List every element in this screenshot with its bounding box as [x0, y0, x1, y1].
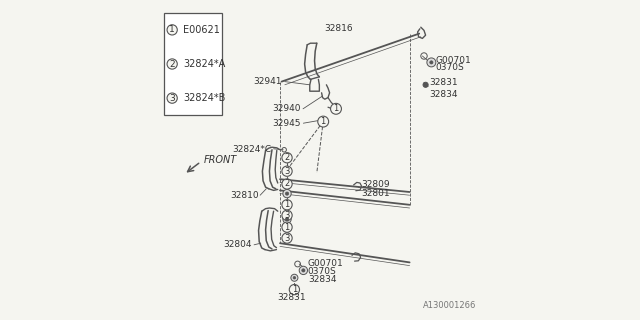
Text: 1: 1 [284, 223, 290, 232]
Text: 32810: 32810 [230, 191, 259, 200]
Circle shape [302, 269, 305, 272]
Circle shape [430, 61, 433, 64]
Circle shape [423, 82, 428, 87]
Circle shape [282, 233, 292, 243]
Text: 3: 3 [284, 211, 290, 220]
Text: G00701: G00701 [308, 260, 344, 268]
Circle shape [282, 166, 292, 176]
Text: 3: 3 [284, 234, 290, 243]
Text: 32834: 32834 [308, 275, 337, 284]
Circle shape [283, 189, 291, 198]
Text: 32824*B: 32824*B [183, 93, 225, 103]
Circle shape [167, 59, 177, 69]
Text: 32831: 32831 [429, 78, 458, 87]
Circle shape [330, 103, 342, 114]
Circle shape [282, 179, 292, 189]
Circle shape [283, 215, 291, 223]
Text: 32824*C: 32824*C [232, 145, 271, 154]
Circle shape [285, 218, 289, 221]
Text: 1: 1 [170, 25, 175, 34]
Circle shape [291, 274, 298, 281]
Circle shape [293, 276, 296, 279]
Text: 0370S: 0370S [436, 63, 465, 72]
Text: 32940: 32940 [272, 104, 301, 113]
Text: 1: 1 [321, 117, 326, 126]
Text: 32945: 32945 [272, 119, 301, 128]
Text: 32809: 32809 [362, 180, 390, 189]
Circle shape [282, 200, 292, 210]
Text: 32831: 32831 [278, 293, 306, 302]
Circle shape [300, 266, 308, 275]
Text: A130001266: A130001266 [423, 301, 476, 310]
Text: 1: 1 [333, 104, 339, 113]
Circle shape [289, 284, 300, 295]
Text: 32801: 32801 [362, 189, 390, 198]
Text: 32834: 32834 [429, 90, 458, 99]
Circle shape [167, 93, 177, 103]
Circle shape [317, 116, 329, 127]
Text: 1: 1 [292, 285, 297, 294]
Bar [164, 13, 223, 115]
Circle shape [282, 153, 292, 163]
Text: 0370S: 0370S [308, 267, 337, 276]
Circle shape [285, 192, 289, 195]
Text: 32824*A: 32824*A [183, 59, 225, 69]
Text: 32804: 32804 [223, 240, 252, 249]
Text: 3: 3 [284, 167, 290, 176]
Text: 2: 2 [284, 153, 290, 162]
Text: 2: 2 [284, 180, 290, 188]
Text: 1: 1 [284, 200, 290, 209]
Text: G00701: G00701 [436, 56, 472, 65]
Circle shape [282, 222, 292, 232]
Circle shape [427, 58, 436, 67]
Text: 3: 3 [170, 94, 175, 103]
Circle shape [167, 25, 177, 35]
Text: 2: 2 [170, 60, 175, 68]
Text: 32816: 32816 [324, 24, 353, 33]
Text: E00621: E00621 [183, 25, 220, 35]
Text: FRONT: FRONT [204, 155, 237, 165]
Circle shape [282, 210, 292, 220]
Text: 32941: 32941 [253, 77, 282, 86]
